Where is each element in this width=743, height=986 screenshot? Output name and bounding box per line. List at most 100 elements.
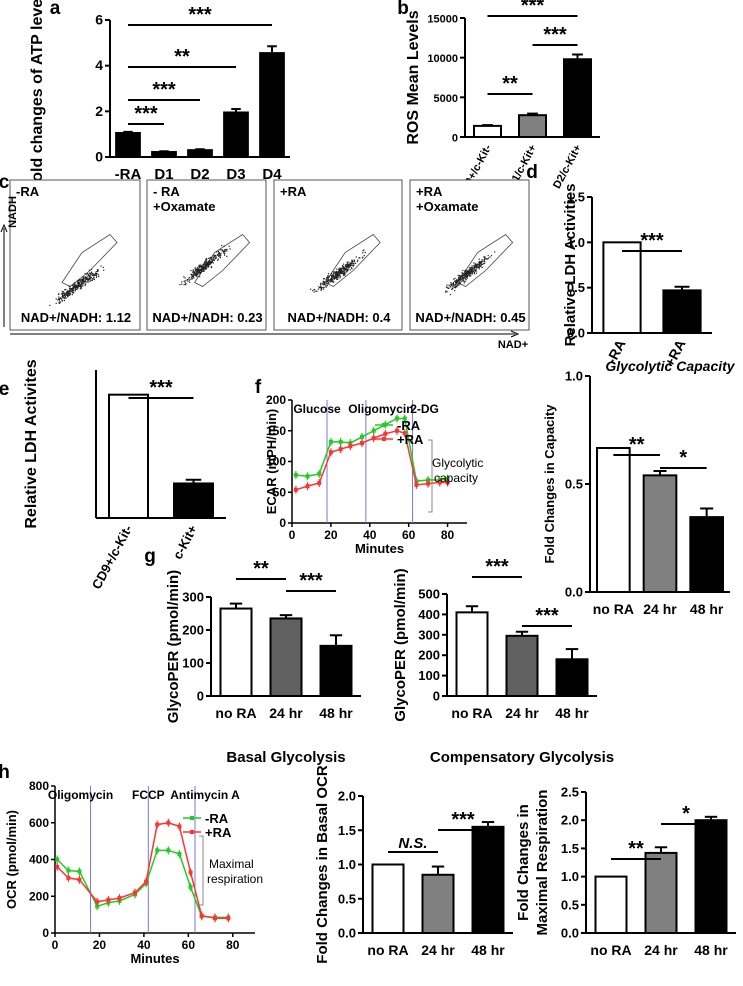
flow-plot-gate <box>194 233 251 287</box>
flow-dot <box>196 275 198 278</box>
flow-dot <box>480 264 483 266</box>
flow-dot <box>338 267 340 269</box>
flow-dot <box>453 286 455 289</box>
flow-dot <box>357 259 359 261</box>
flow-dot <box>489 256 491 258</box>
f-x-tick-label: 60 <box>402 528 416 542</box>
h1-point <box>95 899 100 904</box>
flow-dot <box>483 256 485 258</box>
flow-dot <box>484 260 486 263</box>
flow-dot <box>347 268 349 271</box>
f-point <box>328 439 333 444</box>
flow-dot <box>342 270 344 272</box>
flow-dot <box>89 280 91 283</box>
h1-point <box>177 851 182 856</box>
flow-dot <box>458 278 461 280</box>
flow-dot <box>467 271 469 273</box>
flow-dot <box>72 287 74 289</box>
flow-dot <box>481 266 483 269</box>
flow-dot <box>210 265 212 268</box>
flow-dot <box>466 274 468 276</box>
flow-dot <box>466 271 468 274</box>
g1-bar <box>319 644 353 698</box>
h1-x-tick-label: 80 <box>226 938 240 952</box>
flow-plot-ratio: NAD+/NADH: 0.23 <box>152 310 262 325</box>
flow-dot <box>82 280 84 283</box>
flow-dot <box>206 262 208 265</box>
flow-dot <box>77 280 79 282</box>
flow-dot <box>458 282 461 284</box>
flow-dot <box>192 270 194 272</box>
flow-dot <box>454 287 457 289</box>
flow-dot <box>332 277 334 279</box>
flow-dot <box>69 285 71 287</box>
flow-dot <box>64 289 66 291</box>
flow-dot <box>192 275 194 278</box>
f-x-axis-title: Minutes <box>355 541 404 556</box>
flow-dot <box>73 288 75 290</box>
flow-dot <box>95 276 97 278</box>
flow-dot <box>209 258 211 260</box>
flow-dot <box>341 267 343 269</box>
flow-dot <box>228 245 230 247</box>
flow-dot <box>83 280 85 283</box>
flow-dot <box>459 280 461 282</box>
flow-dot <box>93 274 96 276</box>
flow-plot-dots <box>309 249 366 293</box>
flow-dot <box>454 283 457 285</box>
h1-y-axis-title: OCR (pmol/min) <box>4 810 19 909</box>
flow-dot <box>353 263 355 265</box>
flow-plot-condition-label: +RA <box>280 184 307 199</box>
flow-dot <box>345 265 347 267</box>
flow-dot <box>78 284 80 286</box>
flow-dot <box>206 259 208 261</box>
flow-dot <box>79 282 81 285</box>
flow-dot <box>183 276 185 278</box>
flow-dot <box>336 268 338 270</box>
h1-legend-marker <box>190 816 194 820</box>
flow-dot <box>345 268 347 270</box>
h2-y-tick-label: 2.0 <box>338 789 356 804</box>
flow-dot <box>453 284 455 286</box>
flow-dot <box>203 262 205 264</box>
flow-dot <box>335 273 337 275</box>
flow-dot <box>362 256 364 258</box>
flow-dot <box>461 275 463 277</box>
flow-dot <box>205 267 207 270</box>
flow-plot-condition-label: - RA <box>153 184 180 199</box>
flow-dot <box>328 280 330 283</box>
flow-dot <box>193 273 195 276</box>
flow-dot <box>77 286 79 288</box>
flow-dot <box>82 276 85 278</box>
flow-dot <box>205 260 208 263</box>
flow-dot <box>339 277 341 279</box>
flow-dot <box>206 261 209 263</box>
flow-dot <box>344 274 346 276</box>
flow-dot <box>348 265 350 267</box>
flow-dot <box>340 272 342 274</box>
flow-dot <box>484 258 486 260</box>
flow-dot <box>471 268 473 270</box>
flow-dot <box>90 273 92 275</box>
flow-dot <box>84 278 87 280</box>
flow-dot <box>67 294 69 296</box>
flow-dot <box>210 257 212 260</box>
flow-dot <box>88 274 90 276</box>
flow-dot <box>94 274 96 276</box>
flow-dot <box>336 271 338 273</box>
f-point <box>360 441 364 446</box>
flow-dot <box>326 280 328 282</box>
flow-dot <box>475 266 478 268</box>
flow-dot <box>471 270 473 272</box>
h1-point <box>213 916 217 921</box>
flow-dot <box>479 264 481 267</box>
h1-annotation-line1: Maximal <box>209 857 254 871</box>
h2-category-label: no RA <box>367 942 408 958</box>
flow-dot <box>326 277 328 279</box>
flow-dot <box>349 264 351 266</box>
h1-x-tick-label: 40 <box>137 938 151 952</box>
flow-dot <box>204 267 206 269</box>
flow-dot <box>484 256 486 258</box>
a-y-tick-label: 0 <box>95 149 103 165</box>
f-y-tick-label: 200 <box>266 393 286 407</box>
